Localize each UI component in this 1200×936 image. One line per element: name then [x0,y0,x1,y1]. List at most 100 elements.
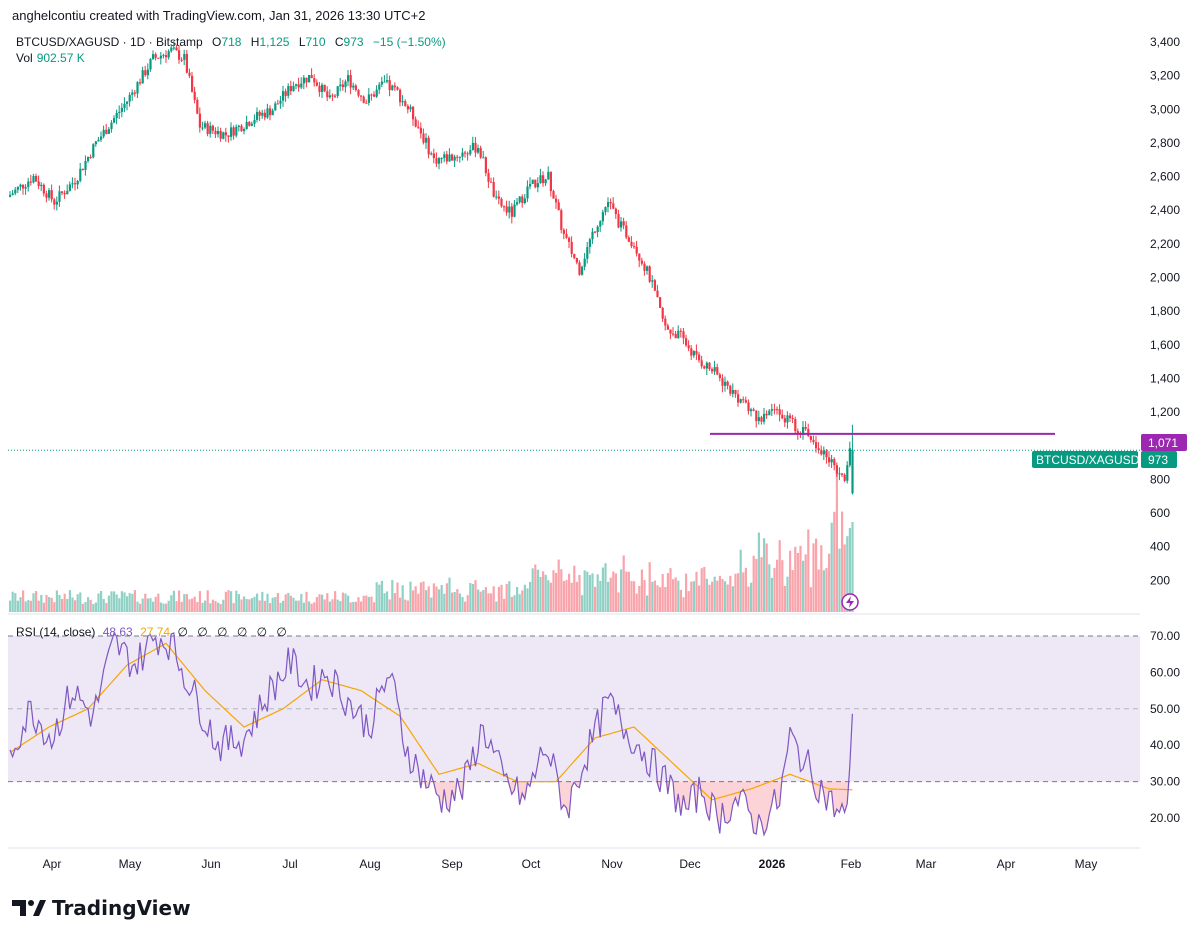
candle-body [682,331,685,339]
candle-body [443,154,446,159]
rsi-oversold-segment [836,781,840,813]
volume-bar [237,594,240,612]
candle-body [523,198,526,204]
candle-body [261,112,264,116]
candle-body [461,152,464,157]
volume-bar [711,581,714,612]
candle-body [263,112,266,118]
candle-body [711,369,714,372]
volume-bar [362,595,365,612]
time-tick-label: Jul [282,857,297,871]
candle-body [40,184,43,186]
candle-body [482,157,485,159]
time-tick-label: Aug [359,857,380,871]
volume-bar [347,595,350,612]
volume-bar [531,568,534,612]
change-value: −15 (−1.50%) [372,35,446,49]
volume-bar [521,590,524,612]
time-tick-label: Apr [43,857,62,871]
volume-label[interactable]: Vol [16,51,33,65]
candle-body [679,330,682,332]
candle-body [526,186,529,199]
candle-body [211,125,214,131]
volume-bar [349,602,352,612]
volume-bar [271,597,274,612]
candle-body [786,415,789,423]
candle-body [178,50,181,60]
rsi-oversold-segment [743,781,746,796]
candle-body [573,253,576,259]
candle-body [9,194,12,197]
candle-body [360,95,363,97]
candle-body [544,179,547,184]
volume-bar [445,583,448,612]
rsi-oversold-segment [829,781,832,792]
candle-body [755,410,758,422]
tradingview-logo[interactable]: TradingView [12,896,191,920]
candle-body [846,465,849,481]
rsi-oversold-segment [511,781,515,795]
candle-body [804,426,807,429]
candle-body [685,338,688,346]
rsi-oversold-segment [727,781,731,824]
volume-bar [609,577,612,612]
candle-body [700,360,703,367]
volume-bar [464,601,467,612]
candle-body [16,186,19,190]
volume-bar [302,602,305,612]
rsi-line [9,632,853,837]
candle-body [726,381,729,386]
volume-bar [157,593,160,612]
volume-bar [240,599,243,612]
candle-body [742,399,745,401]
volume-bar [191,598,194,612]
candle-body [409,106,412,110]
candle-body [157,57,160,59]
candle-body [214,130,217,135]
candle-body [388,80,391,91]
candle-body [224,132,227,136]
candle-body [841,473,844,475]
volume-bar [547,580,550,612]
volume-bar [399,597,402,612]
candle-body [27,181,30,188]
candle-body [456,156,459,158]
rsi-oversold-segment [756,781,759,834]
candle-body [838,473,841,475]
candle-body [516,202,519,205]
volume-bar [393,593,396,612]
candle-body [796,431,799,434]
rsi-label[interactable]: RSI (14, close) [16,625,96,639]
candle-body [542,175,545,184]
rsi-oversold-segment [748,781,751,814]
candle-body [141,70,144,84]
volume-bar [152,601,155,612]
rsi-band-fill [8,636,1140,782]
candle-body [721,378,724,386]
volume-bar [568,573,571,612]
volume-bar [796,552,799,612]
volume-bar [300,593,303,612]
symbol-legend: BTCUSD/XAGUSD · 1D · Bitstamp O718 H1,12… [16,35,446,49]
candle-body [474,142,477,153]
volume-bar [825,567,828,612]
candle-body [341,84,344,88]
time-axis[interactable]: Apr May Jun Jul Aug Sep Oct Nov Dec 2026 Feb Mar Apr… [43,857,1098,871]
volume-bar [828,553,831,612]
candle-body [617,214,620,228]
volume-bar [185,594,188,612]
volume-bar [841,511,844,612]
price-tick-label: 600 [1150,506,1170,520]
volume-bar [339,601,342,612]
lightning-icon[interactable] [841,593,859,611]
rsi-oversold-segment [701,781,705,798]
volume-bar [263,600,266,612]
volume-bar [529,581,532,612]
candle-body [282,91,285,101]
symbol-label[interactable]: BTCUSD/XAGUSD · 1D · Bitstamp [16,35,203,49]
volume-bar [534,564,537,612]
candle-body [448,154,451,162]
volume-bar [755,558,758,612]
volume-bar [451,592,454,612]
